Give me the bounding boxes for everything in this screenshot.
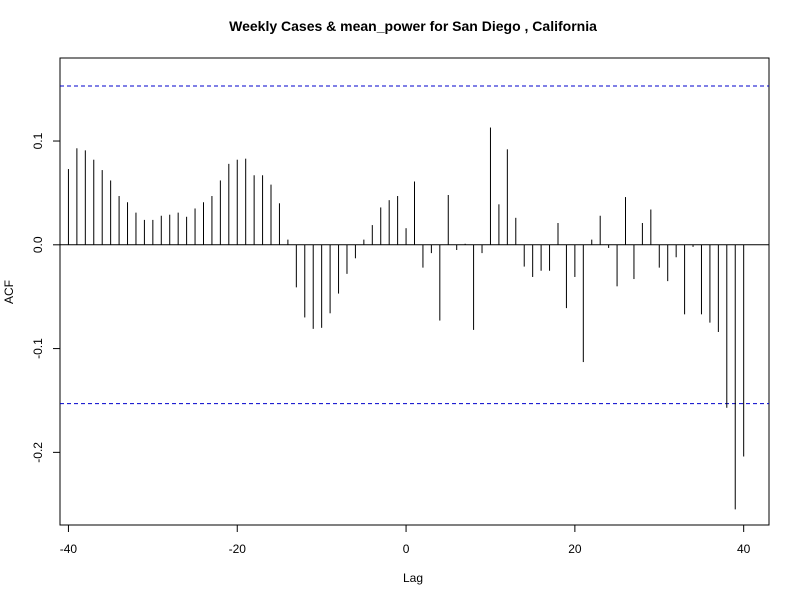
x-tick-label: 40 [737, 542, 751, 556]
x-tick-label: -20 [229, 542, 247, 556]
chart-title: Weekly Cases & mean_power for San Diego … [229, 18, 597, 34]
y-axis: -0.2 -0.1 0.0 0.1 [31, 132, 60, 463]
y-tick-label: 0.1 [31, 132, 45, 149]
x-tick-label: 0 [403, 542, 410, 556]
x-axis: -40 -20 0 20 40 [60, 525, 751, 556]
y-tick-label: 0.0 [31, 236, 45, 253]
y-tick-label: -0.1 [31, 338, 45, 359]
y-tick-label: -0.2 [31, 442, 45, 463]
acf-bars [67, 127, 745, 510]
x-tick-label: -40 [60, 542, 78, 556]
x-tick-label: 20 [568, 542, 582, 556]
plot-frame [59, 57, 770, 526]
y-axis-label: ACF [2, 280, 16, 304]
confidence-bounds [60, 85, 769, 405]
x-axis-label: Lag [403, 571, 423, 585]
